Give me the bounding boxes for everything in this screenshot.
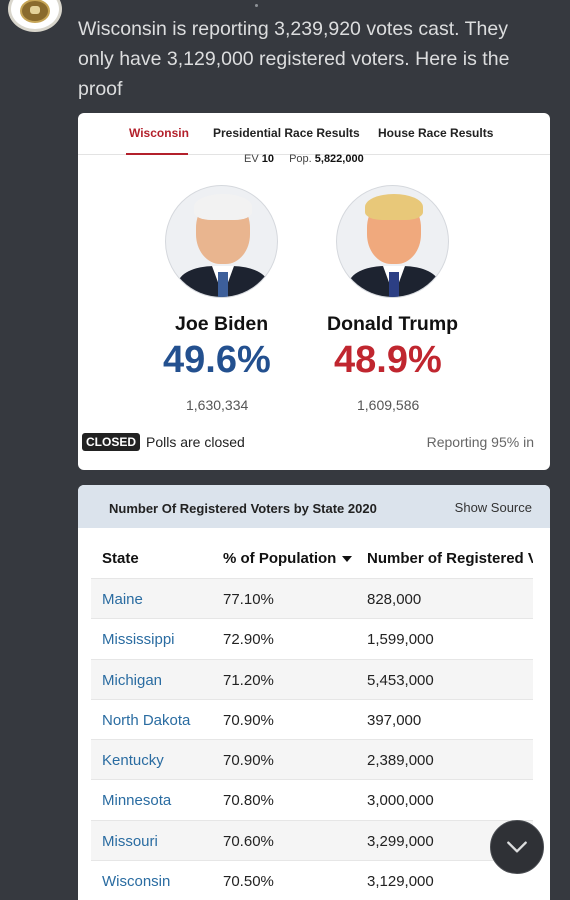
percent-cell: 70.90% [223,711,274,729]
separator-dot [255,4,258,7]
state-link[interactable]: Missouri [102,832,158,850]
column-header-percent-label: % of Population [223,550,337,567]
column-header-registered[interactable]: Number of Registered Voters [367,550,533,567]
user-avatar[interactable] [8,0,62,32]
active-tab-underline [126,153,188,155]
candidate-votes-trump: 1,609,586 [357,397,420,413]
candidate-name-biden: Joe Biden [175,313,269,335]
state-link[interactable]: Wisconsin [102,873,171,891]
registered-count-cell: 828,000 [367,591,422,608]
percent-cell: 70.90% [223,752,274,770]
scroll-down-button[interactable] [490,820,544,874]
state-link[interactable]: Michigan [102,671,163,689]
table-row: Minnesota 70.80% 3,000,000 [91,779,533,819]
state-link[interactable]: Kentucky [102,752,164,770]
pop-label: Pop. [289,153,312,165]
tie-shape [218,272,228,297]
ev-value: 10 [261,153,274,165]
table-row: North Dakota 70.90% 397,000 [91,698,533,739]
candidate-percent-trump: 48.9% [334,339,442,381]
table-row: Wisconsin 70.50% 3,129,000 [91,860,533,900]
trump-photo [336,185,449,298]
reporting-status: Reporting 95% in [426,434,534,450]
column-header-percent[interactable]: % of Population [223,550,353,567]
registered-count-cell: 1,599,000 [367,631,434,649]
hair-shape [365,194,423,220]
percent-cell: 77.10% [223,591,274,608]
tie-shape [389,272,399,297]
candidate-name-trump: Donald Trump [327,313,459,335]
table-row: Mississippi 72.90% 1,599,000 [91,618,533,658]
election-results-card: Wisconsin Presidential Race Results Hous… [78,113,550,470]
table-row: Kentucky 70.90% 2,389,000 [91,739,533,780]
percent-cell: 71.20% [223,671,274,689]
sort-caret-down-icon [342,556,353,563]
voters-table-body: Maine 77.10% 828,000 Mississippi 72.90% 1,599… [91,578,533,900]
ev-pop-line: EV 10 Pop. 5,822,000 [244,153,364,165]
ev-label: EV [244,153,259,165]
card-header: Number Of Registered Voters by State 202… [78,485,550,528]
post-message-text: Wisconsin is reporting 3,239,920 votes c… [78,18,510,100]
tab-house-race-results[interactable]: House Race Results [378,126,494,140]
card-title: Number Of Registered Voters by State 202… [109,501,377,516]
state-link[interactable]: North Dakota [102,711,191,729]
tab-presidential-race-results[interactable]: Presidential Race Results [213,126,360,140]
registered-count-cell: 397,000 [367,711,422,729]
seal-avatar-icon [20,0,50,23]
table-row: Maine 77.10% 828,000 [91,578,533,619]
pop-value: 5,822,000 [314,153,364,165]
tab-wisconsin[interactable]: Wisconsin [129,126,189,140]
percent-cell: 70.80% [223,792,274,810]
registered-voters-card: Number Of Registered Voters by State 202… [78,485,550,900]
percent-cell: 72.90% [223,631,274,649]
show-source-link[interactable]: Show Source [454,500,532,515]
biden-photo [165,185,278,298]
table-row: Michigan 71.20% 5,453,000 [91,658,533,699]
column-header-state[interactable]: State [102,550,139,567]
state-link[interactable]: Maine [102,591,143,608]
registered-count-cell: 3,000,000 [367,792,434,810]
hair-shape [194,194,252,220]
state-link[interactable]: Minnesota [102,792,172,810]
table-row: Missouri 70.60% 3,299,000 [91,819,533,861]
registered-count-cell: 3,299,000 [367,832,434,850]
state-link[interactable]: Mississippi [102,631,175,649]
chevron-down-icon [507,841,527,853]
percent-cell: 70.50% [223,873,274,891]
tab-bar: Wisconsin Presidential Race Results Hous… [78,113,550,155]
registered-count-cell: 5,453,000 [367,671,434,689]
registered-count-cell: 3,129,000 [367,873,434,891]
closed-status-badge: CLOSED [82,433,141,451]
candidate-votes-biden: 1,630,334 [186,397,249,413]
candidate-percent-biden: 49.6% [163,339,271,381]
registered-count-cell: 2,389,000 [367,752,434,770]
polls-status-text: Polls are closed [146,434,245,450]
percent-cell: 70.60% [223,832,274,850]
